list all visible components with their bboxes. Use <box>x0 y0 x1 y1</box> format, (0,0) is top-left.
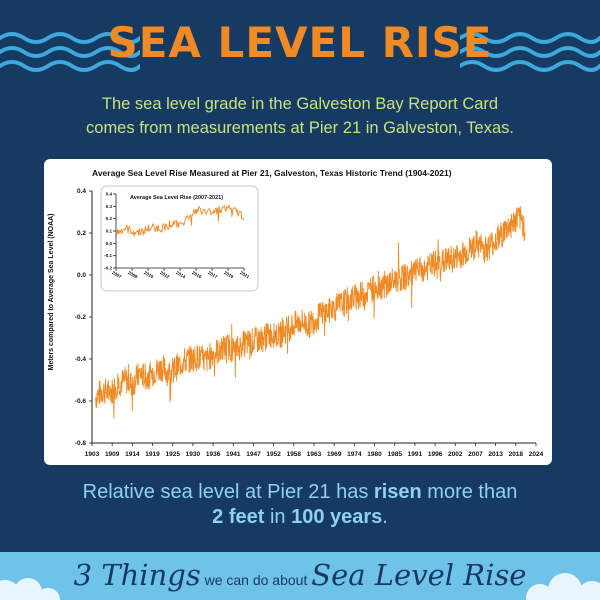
y-tick-label: 0.0 <box>106 241 113 246</box>
x-tick-label: 2014 <box>175 270 187 280</box>
y-tick-label: -0.1 <box>104 253 112 258</box>
y-tick-label: -0.2 <box>104 266 112 271</box>
x-tick-label: 2013 <box>488 451 503 458</box>
x-tick-label: 2019 <box>223 270 235 280</box>
banner-connector: we can do about <box>200 572 312 588</box>
x-tick-label: 2021 <box>239 270 251 280</box>
x-tick-label: 2008 <box>127 270 139 280</box>
x-tick-label: 1952 <box>266 451 281 458</box>
x-tick-label: 1985 <box>387 451 402 458</box>
x-tick-label: 1936 <box>206 451 221 458</box>
sea-level-chart: Average Sea Level Rise Measured at Pier … <box>48 168 544 458</box>
x-tick-label: 2024 <box>529 451 544 458</box>
x-tick-label: 2007 <box>111 270 123 280</box>
x-tick-label: 1909 <box>105 451 120 458</box>
chart-title: Average Sea Level Rise Measured at Pier … <box>92 168 452 178</box>
summary-emphasis-risen: risen <box>373 481 422 503</box>
x-tick-label: 1941 <box>226 451 241 458</box>
x-tick-label: 2018 <box>509 451 524 458</box>
subtitle-line-2: comes from measurements at Pier 21 in Ga… <box>86 119 514 137</box>
y-tick-label: 0.2 <box>106 216 113 221</box>
summary-emphasis-2-feet: 2 feet <box>212 506 265 528</box>
x-tick-label: 2012 <box>159 270 171 280</box>
y-tick-label: 0.0 <box>77 272 86 279</box>
cloud-decoration-right <box>526 573 600 600</box>
x-tick-label: 2017 <box>207 270 219 280</box>
summary-line-1: Relative sea level at Pier 21 has risen … <box>0 480 600 505</box>
x-tick-label: 1963 <box>307 451 322 458</box>
y-tick-label: 0.1 <box>106 229 113 234</box>
main-axes: 0.4 0.2 0.0 -0.2 -0.4 -0.6 -0.8 1903 1909 1914 191… <box>75 188 544 458</box>
inset-chart-title: Average Sea Level Rise (2007-2021) <box>130 195 223 201</box>
y-tick-label: 0.3 <box>106 204 113 209</box>
summary-part-3: more than <box>421 481 518 503</box>
banner-sea-level-rise: Sea Level Rise <box>311 558 527 592</box>
series-line <box>95 206 526 419</box>
x-tick-label: 1903 <box>85 451 100 458</box>
subtitle-line-1: The sea level grade in the Galveston Bay… <box>101 95 499 113</box>
x-tick-label: 2002 <box>448 451 463 458</box>
x-tick-label: 1958 <box>287 451 302 458</box>
series-line <box>115 204 245 237</box>
wave-decoration-right <box>460 32 600 72</box>
x-tick-label: 2016 <box>191 270 203 280</box>
summary-emphasis-100-years: 100 years <box>291 506 383 528</box>
y-tick-label: 0.2 <box>77 230 86 237</box>
x-tick-label: 1980 <box>367 451 382 458</box>
summary-text: Relative sea level at Pier 21 has risen … <box>0 480 600 530</box>
x-tick-label: 1930 <box>186 451 201 458</box>
page-subtitle: The sea level grade in the Galveston Bay… <box>0 92 600 140</box>
summary-part-1: Relative sea level at Pier 21 has <box>82 481 374 503</box>
x-tick-label: 2010 <box>143 270 155 280</box>
cloud-decoration-left <box>0 578 60 600</box>
y-tick-label: -0.4 <box>75 356 87 363</box>
summary-line-2: 2 feet in 100 years. <box>0 505 600 530</box>
y-tick-label: -0.8 <box>75 440 87 447</box>
x-tick-label: 1996 <box>428 451 443 458</box>
x-tick-label: 1914 <box>125 451 140 458</box>
x-tick-label: 1925 <box>165 451 180 458</box>
y-tick-label: 0.4 <box>77 188 86 195</box>
bottom-banner: 3 Things we can do about Sea Level Rise <box>0 552 600 600</box>
banner-three-things: 3 Things <box>73 558 201 592</box>
x-tick-label: 1974 <box>347 451 362 458</box>
main-series <box>95 206 526 419</box>
x-tick-label: 1969 <box>327 451 342 458</box>
x-tick-label: 1991 <box>408 451 423 458</box>
x-tick-label: 2007 <box>468 451 483 458</box>
inset-series <box>115 204 245 237</box>
banner-heading: 3 Things we can do about Sea Level Rise <box>0 558 600 592</box>
x-tick-label: 1947 <box>246 451 261 458</box>
wave-decoration-left <box>0 32 140 72</box>
summary-part-5: in <box>264 506 292 528</box>
y-tick-label: -0.6 <box>75 398 87 405</box>
summary-part-7: . <box>382 506 388 528</box>
y-tick-label: -0.2 <box>75 314 87 321</box>
chart-card: Average Sea Level Rise Measured at Pier … <box>44 159 552 465</box>
page-title: SEA LEVEL RISE <box>107 18 493 67</box>
y-tick-label: 0.4 <box>106 192 113 197</box>
y-axis-label: Meters compared to Average Sea Level (NO… <box>48 213 55 370</box>
x-tick-label: 1919 <box>145 451 160 458</box>
